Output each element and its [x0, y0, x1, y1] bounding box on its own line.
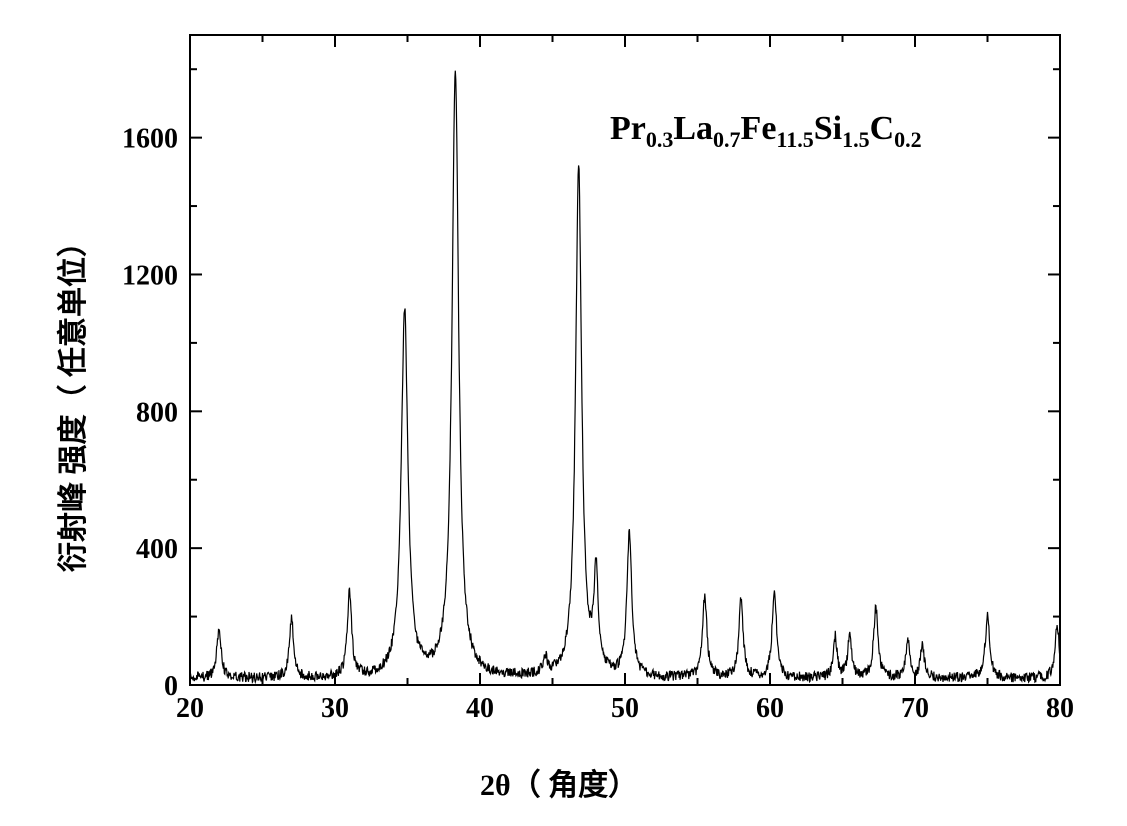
xrd-chart: 20304050607080040080012001600 衍射峰 强度（ 任意…: [0, 0, 1127, 826]
xrd-plot-svg: 20304050607080040080012001600: [0, 0, 1127, 826]
svg-text:1600: 1600: [122, 124, 178, 155]
svg-text:30: 30: [321, 693, 349, 724]
svg-text:400: 400: [136, 534, 178, 565]
svg-text:60: 60: [756, 693, 784, 724]
svg-text:1200: 1200: [122, 260, 178, 291]
y-axis-label: 衍射峰 强度（ 任意单位）: [48, 172, 92, 572]
compound-formula: Pr0.3La0.7Fe11.5Si1.5C0.2: [610, 110, 922, 153]
svg-text:20: 20: [176, 693, 204, 724]
svg-text:800: 800: [136, 397, 178, 428]
svg-text:80: 80: [1046, 693, 1074, 724]
x-axis-label: 2θ（ 角度）: [480, 760, 638, 804]
svg-text:0: 0: [164, 671, 178, 702]
svg-text:50: 50: [611, 693, 639, 724]
svg-text:40: 40: [466, 693, 494, 724]
svg-text:70: 70: [901, 693, 929, 724]
